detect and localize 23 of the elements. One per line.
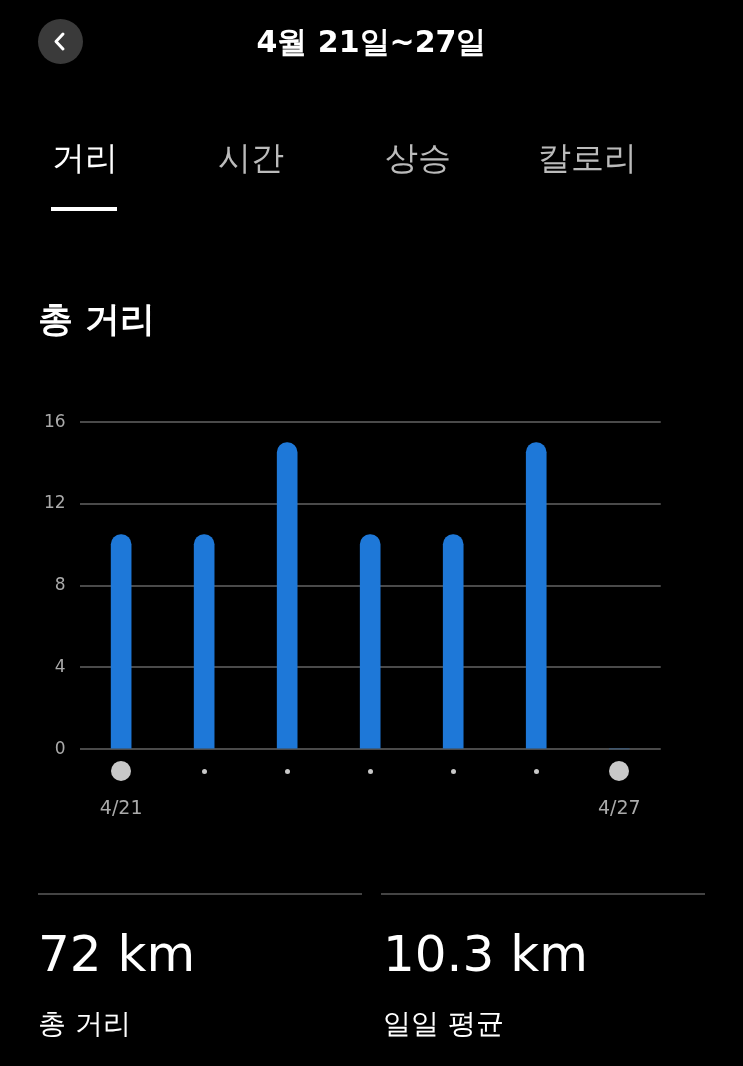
bar: [110, 534, 132, 749]
x-tick-label: 4/21: [99, 795, 143, 818]
bar: [193, 534, 215, 749]
y-tick-label: 8: [54, 574, 66, 595]
bar: [359, 534, 381, 749]
text: 총 거리: [38, 1006, 131, 1042]
text: 10.3 km: [383, 925, 588, 983]
bar: [525, 442, 547, 749]
text: 칼로리: [538, 137, 637, 179]
text: 거리: [52, 137, 118, 179]
text: 상승: [385, 137, 451, 179]
y-tick-label: 0: [54, 737, 66, 758]
chart-subtitle: 4월 21일~27일: [255, 23, 488, 61]
chart-title: 총 거리: [38, 298, 156, 341]
x-tick-label: 4/27: [597, 795, 641, 818]
y-tick-label: 12: [43, 492, 66, 513]
bar: [442, 534, 464, 749]
text: 일일 평균: [383, 1006, 504, 1042]
text: 72 km: [38, 925, 196, 983]
y-tick-label: 16: [43, 410, 66, 431]
bar: [276, 442, 298, 749]
text: 시간: [218, 137, 284, 179]
y-tick-label: 4: [54, 655, 66, 676]
